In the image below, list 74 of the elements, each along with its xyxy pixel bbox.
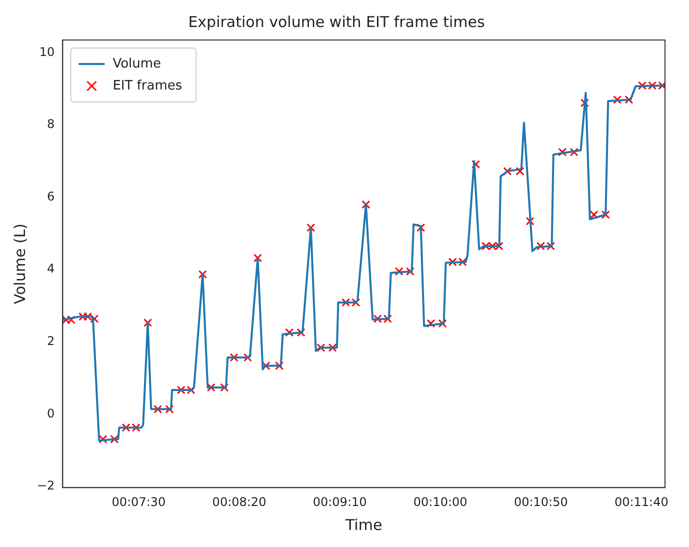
point (503, 166, 512, 176)
point (638, 81, 647, 90)
point (526, 216, 534, 226)
y-tick-label: 10 (39, 44, 55, 59)
point (342, 298, 350, 307)
point (601, 210, 610, 219)
point (448, 258, 457, 266)
point (438, 319, 447, 328)
point (296, 328, 306, 337)
x-tick-label: 00:07:30 (112, 494, 166, 509)
point (580, 98, 589, 108)
point (481, 242, 490, 250)
point (394, 267, 404, 276)
point (426, 319, 436, 328)
point (458, 258, 467, 266)
point (416, 223, 426, 232)
point (243, 353, 252, 362)
point (176, 386, 186, 394)
point (546, 242, 556, 250)
point (383, 314, 392, 324)
x-tick-label: 00:09:10 (312, 494, 367, 509)
point (558, 148, 567, 156)
point (624, 95, 634, 104)
point (220, 383, 229, 392)
point (110, 434, 119, 444)
y-tick-label: −2 (36, 478, 55, 493)
point (316, 343, 326, 352)
x-axis-title: Time (344, 516, 382, 534)
point (613, 95, 622, 104)
point (352, 298, 360, 307)
point (78, 312, 88, 321)
point (132, 423, 140, 432)
y-tick-label: 0 (47, 406, 55, 420)
point (328, 343, 337, 352)
legend-label: Volume (112, 56, 162, 72)
point (471, 160, 480, 169)
point (570, 148, 578, 156)
x-tick-label: 00:08:20 (212, 494, 266, 509)
y-axis-title: Volume (L) (10, 223, 29, 304)
point (406, 267, 414, 276)
point (516, 166, 524, 176)
point (285, 328, 294, 337)
y-tick-label: 4 (47, 262, 55, 276)
point (186, 386, 196, 394)
point (84, 312, 92, 321)
point (230, 353, 238, 362)
point (590, 210, 598, 219)
x-tick-label: 00:10:00 (413, 494, 468, 509)
chart-title: Expiration volume with EIT frame times (188, 12, 485, 31)
point (90, 314, 99, 324)
point (488, 242, 497, 250)
point (306, 223, 316, 232)
point (206, 383, 216, 392)
point (362, 200, 370, 209)
y-tick-label: 6 (47, 189, 55, 204)
x-tick-label: 00:10:50 (514, 494, 568, 509)
point (62, 316, 70, 324)
y-tick-label: 8 (47, 117, 55, 132)
point (165, 404, 174, 414)
point (373, 314, 382, 324)
point (198, 270, 207, 279)
x-tick-label: 00:11:40 (614, 494, 668, 509)
point (143, 318, 152, 328)
point (122, 423, 130, 432)
point (253, 254, 262, 262)
y-tick-label: 2 (47, 334, 55, 348)
point (98, 434, 108, 444)
point (66, 316, 76, 324)
point (494, 242, 504, 250)
point (648, 81, 657, 90)
point (275, 361, 284, 370)
legend-label: EIT frames (112, 78, 182, 94)
point (536, 242, 545, 250)
point (154, 404, 162, 414)
